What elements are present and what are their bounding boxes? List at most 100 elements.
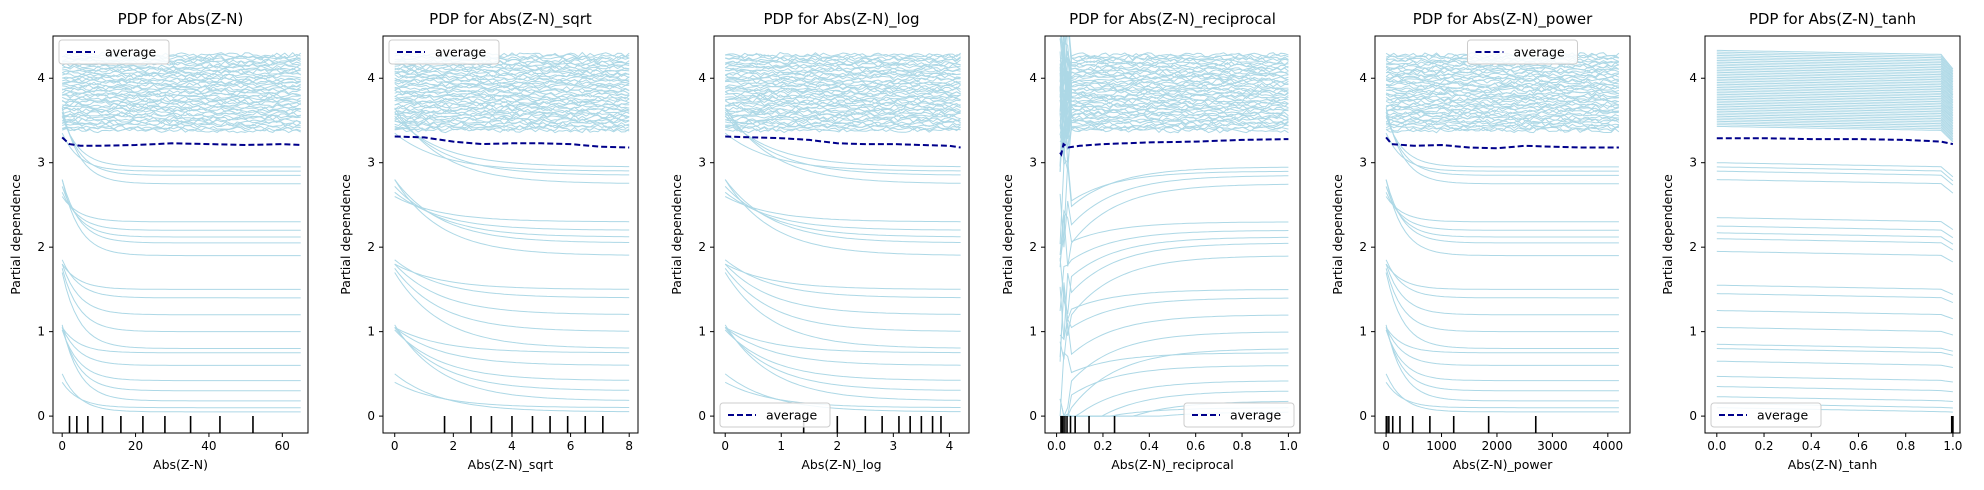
ice-line	[1385, 104, 1620, 110]
pdp-panel-6: PDP for Abs(Z-N)_tanh 0.0 0.2 0.4 0.6 0.8 1.0 0…	[1660, 10, 1962, 472]
ice-line	[725, 124, 961, 130]
ice-line	[394, 326, 630, 354]
legend: average	[1710, 402, 1822, 428]
ice-line	[394, 106, 630, 112]
ice-line	[1716, 65, 1954, 84]
y-tick-label: 3	[698, 156, 706, 170]
ice-line	[1716, 386, 1953, 393]
ice-line	[1716, 103, 1954, 122]
ice-line	[62, 67, 301, 73]
ice-line	[1716, 110, 1954, 128]
x-tick-label: 0.8	[1232, 439, 1251, 453]
x-tick-label: 1.0	[1279, 439, 1298, 453]
y-tick-label: 0	[367, 409, 375, 423]
legend: average	[1183, 402, 1295, 428]
ice-line	[1716, 375, 1953, 383]
ice-line	[394, 196, 630, 223]
ice-line	[724, 326, 961, 354]
y-tick-label: 4	[698, 71, 706, 85]
y-tick-label: 2	[367, 240, 375, 254]
ice-line	[1059, 286, 1289, 340]
ice-line	[1716, 343, 1954, 352]
ice-line	[61, 89, 301, 95]
legend-label: average	[1514, 45, 1565, 60]
ice-line	[394, 77, 630, 83]
ice-line	[1716, 71, 1954, 91]
ice-line	[1385, 84, 1620, 90]
ice-line	[1059, 282, 1289, 362]
ice-lines-2	[394, 51, 630, 413]
axes-frame	[1044, 35, 1301, 434]
ice-line	[1059, 242, 1289, 341]
y-tick-label: 4	[1359, 71, 1367, 85]
ice-line	[724, 263, 961, 290]
ice-line	[1059, 57, 1289, 126]
ice-line	[394, 267, 630, 332]
y-tick-label: 4	[367, 71, 375, 85]
ice-line	[1385, 196, 1619, 223]
average-line	[394, 135, 630, 149]
legend-box	[388, 39, 500, 65]
x-tick-label: 6	[567, 439, 575, 453]
axes-frame	[52, 35, 309, 434]
ice-line	[61, 192, 301, 231]
ice-line	[1716, 51, 1954, 72]
ice-line	[724, 327, 961, 366]
ice-line	[1716, 63, 1954, 83]
ice-line	[1716, 98, 1954, 117]
ice-line	[1385, 107, 1619, 185]
y-tick-label: 1	[1029, 325, 1037, 339]
ice-line	[1059, 36, 1289, 115]
ice-line	[724, 267, 961, 332]
ice-line	[61, 116, 301, 168]
x-tick-label: 0.4	[1140, 439, 1159, 453]
ice-line	[1386, 100, 1620, 107]
ice-line	[1716, 75, 1954, 94]
ice-line	[1059, 55, 1289, 93]
y-axis-label: Partial dependence	[338, 174, 353, 295]
ice-line	[1716, 179, 1954, 194]
pdp-panel-5: PDP for Abs(Z-N)_power 0 1000 2000 3000 4000 0…	[1330, 10, 1631, 472]
ice-line	[394, 263, 630, 315]
ice-line	[1716, 120, 1954, 138]
ice-line	[1716, 73, 1954, 93]
ice-line	[1716, 112, 1954, 130]
ice-line	[1716, 125, 1954, 143]
ice-line	[394, 72, 630, 78]
y-tick-label: 3	[367, 156, 375, 170]
y-tick-label: 2	[1359, 240, 1367, 254]
ice-line	[1716, 217, 1954, 231]
ice-line	[61, 268, 301, 333]
ice-line	[724, 324, 961, 401]
x-tick-label: 1	[777, 439, 785, 453]
ice-line	[1716, 396, 1953, 402]
ice-line	[1386, 70, 1619, 76]
ice-line	[1716, 225, 1954, 239]
ice-line	[1059, 158, 1289, 245]
legend-label: average	[766, 408, 817, 423]
ice-line	[1059, 89, 1289, 135]
ice-line	[1716, 100, 1954, 119]
ice-line	[1716, 53, 1954, 73]
ice-line	[394, 114, 630, 120]
ice-line	[1716, 93, 1954, 112]
ice-line	[394, 132, 630, 172]
ice-line	[61, 121, 301, 127]
ice-line	[1716, 107, 1954, 125]
ice-line	[61, 186, 301, 238]
ice-line	[1385, 132, 1619, 172]
y-tick-label: 4	[37, 71, 45, 85]
ice-line	[1385, 329, 1619, 382]
ice-line	[1059, 80, 1289, 139]
ice-line	[394, 259, 630, 299]
ice-line	[1385, 92, 1620, 98]
ice-line	[1716, 90, 1954, 109]
legend-box	[1710, 402, 1822, 428]
y-tick-label: 2	[1029, 240, 1037, 254]
ice-line	[725, 65, 961, 71]
ice-line	[1716, 310, 1954, 320]
ice-line	[394, 80, 630, 86]
y-tick-label: 4	[1689, 71, 1697, 85]
ice-lines-6	[1716, 49, 1954, 413]
ice-line	[62, 75, 301, 81]
